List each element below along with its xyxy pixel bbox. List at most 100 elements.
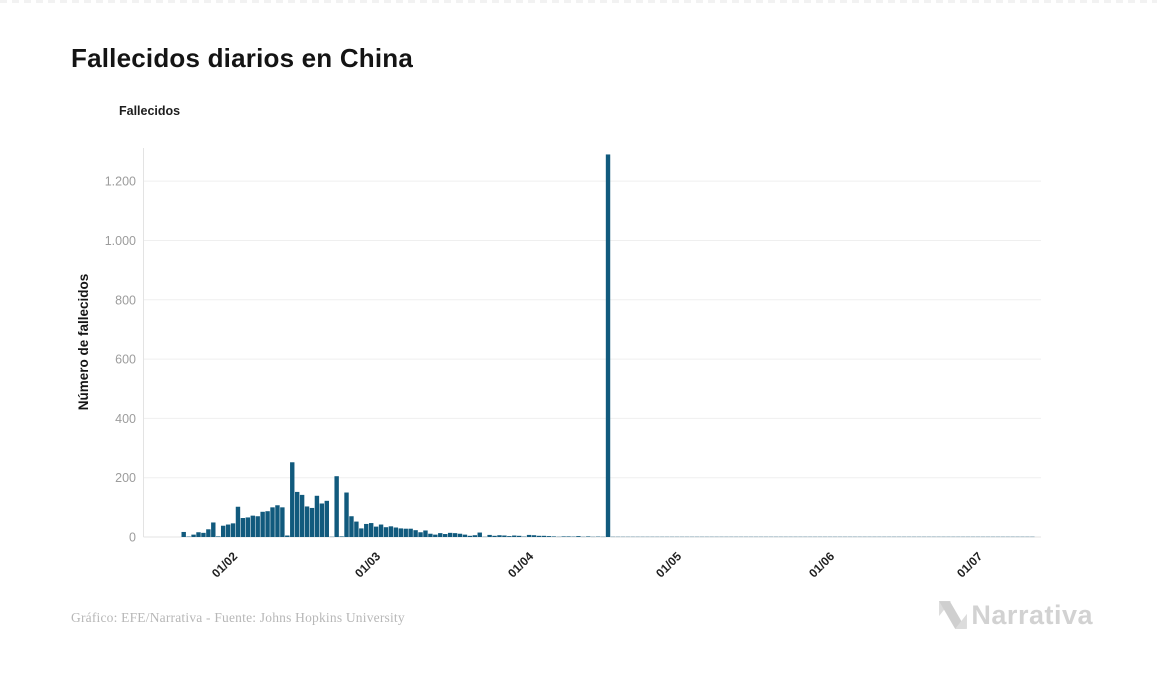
bar[interactable] [507, 536, 512, 537]
bar[interactable] [364, 523, 369, 537]
bar[interactable] [936, 536, 941, 538]
bar[interactable] [970, 536, 976, 538]
bar[interactable] [753, 536, 759, 538]
bar[interactable] [1010, 536, 1015, 538]
bar[interactable] [334, 476, 339, 537]
bar[interactable] [724, 536, 729, 538]
bar[interactable] [704, 536, 709, 538]
bar[interactable] [472, 535, 478, 537]
bar[interactable] [911, 536, 917, 538]
bar[interactable] [339, 536, 344, 537]
bar[interactable] [739, 536, 744, 538]
bar[interactable] [862, 536, 867, 538]
bar[interactable] [887, 536, 892, 538]
bar[interactable] [892, 536, 897, 538]
bar[interactable] [329, 536, 334, 538]
bar[interactable] [191, 534, 196, 537]
bar[interactable] [566, 536, 571, 537]
bar[interactable] [591, 536, 596, 538]
bar[interactable] [808, 536, 813, 538]
legend[interactable]: Fallecidos [74, 103, 180, 119]
bar[interactable] [916, 536, 922, 538]
bar[interactable] [240, 518, 246, 537]
bar[interactable] [847, 536, 852, 538]
bar[interactable] [477, 532, 482, 537]
bar[interactable] [428, 533, 433, 537]
bar[interactable] [536, 535, 542, 537]
bar[interactable] [630, 536, 635, 538]
bar[interactable] [1030, 536, 1035, 538]
bar[interactable] [398, 528, 403, 537]
bar[interactable] [1025, 536, 1030, 538]
bar[interactable] [650, 536, 655, 538]
bar[interactable] [319, 503, 325, 537]
bar[interactable] [220, 525, 226, 537]
bar[interactable] [368, 523, 374, 537]
bar[interactable] [946, 536, 951, 538]
bar[interactable] [689, 536, 695, 538]
bar[interactable] [822, 536, 828, 538]
bar[interactable] [181, 531, 186, 537]
bar[interactable] [837, 536, 843, 538]
bar[interactable] [615, 536, 621, 538]
bar[interactable] [373, 526, 379, 537]
bar[interactable] [452, 533, 458, 537]
bar[interactable] [817, 536, 823, 538]
bar[interactable] [551, 536, 556, 537]
bar[interactable] [359, 528, 364, 537]
bar[interactable] [694, 536, 700, 538]
bar[interactable] [655, 536, 660, 538]
bar[interactable] [842, 536, 848, 538]
bar[interactable] [423, 530, 428, 537]
bar[interactable] [961, 536, 966, 538]
bar[interactable] [1020, 536, 1025, 538]
bar[interactable] [729, 536, 734, 538]
bar[interactable] [383, 527, 389, 537]
bar[interactable] [250, 515, 255, 537]
bar[interactable] [921, 536, 926, 538]
bar[interactable] [699, 536, 704, 538]
bar[interactable] [433, 534, 438, 537]
bar[interactable] [201, 532, 206, 537]
bar[interactable] [980, 536, 986, 538]
bar[interactable] [309, 507, 315, 537]
bar[interactable] [487, 534, 492, 537]
bar[interactable] [403, 528, 408, 537]
bar[interactable] [778, 536, 783, 538]
bar[interactable] [280, 507, 285, 537]
bar[interactable] [541, 535, 547, 537]
bar[interactable] [290, 462, 295, 537]
bar[interactable] [985, 536, 991, 538]
bar[interactable] [674, 536, 680, 538]
bar[interactable] [388, 526, 394, 537]
bar[interactable] [620, 536, 626, 538]
bar[interactable] [438, 533, 443, 537]
bar[interactable] [517, 535, 522, 537]
bar[interactable] [635, 536, 640, 538]
bar[interactable] [245, 517, 251, 537]
bar[interactable] [512, 535, 517, 537]
bar[interactable] [354, 521, 359, 537]
bar[interactable] [457, 533, 463, 537]
bar[interactable] [768, 536, 774, 538]
bar[interactable] [605, 154, 611, 537]
bar[interactable] [990, 536, 996, 538]
bar[interactable] [896, 536, 902, 538]
bar[interactable] [813, 536, 818, 538]
bar[interactable] [679, 536, 685, 538]
bar[interactable] [344, 492, 349, 537]
bar[interactable] [294, 491, 300, 537]
bar[interactable] [378, 524, 384, 537]
bar[interactable] [966, 536, 971, 538]
bar[interactable] [561, 536, 566, 537]
bar[interactable] [758, 536, 764, 538]
bar[interactable] [951, 536, 956, 538]
bar[interactable] [719, 536, 724, 538]
bar[interactable] [665, 536, 670, 538]
bar[interactable] [1000, 536, 1005, 538]
bar[interactable] [526, 534, 532, 537]
bar[interactable] [743, 536, 749, 538]
bar[interactable] [211, 522, 216, 537]
bar[interactable] [216, 536, 221, 537]
bar[interactable] [748, 536, 754, 538]
